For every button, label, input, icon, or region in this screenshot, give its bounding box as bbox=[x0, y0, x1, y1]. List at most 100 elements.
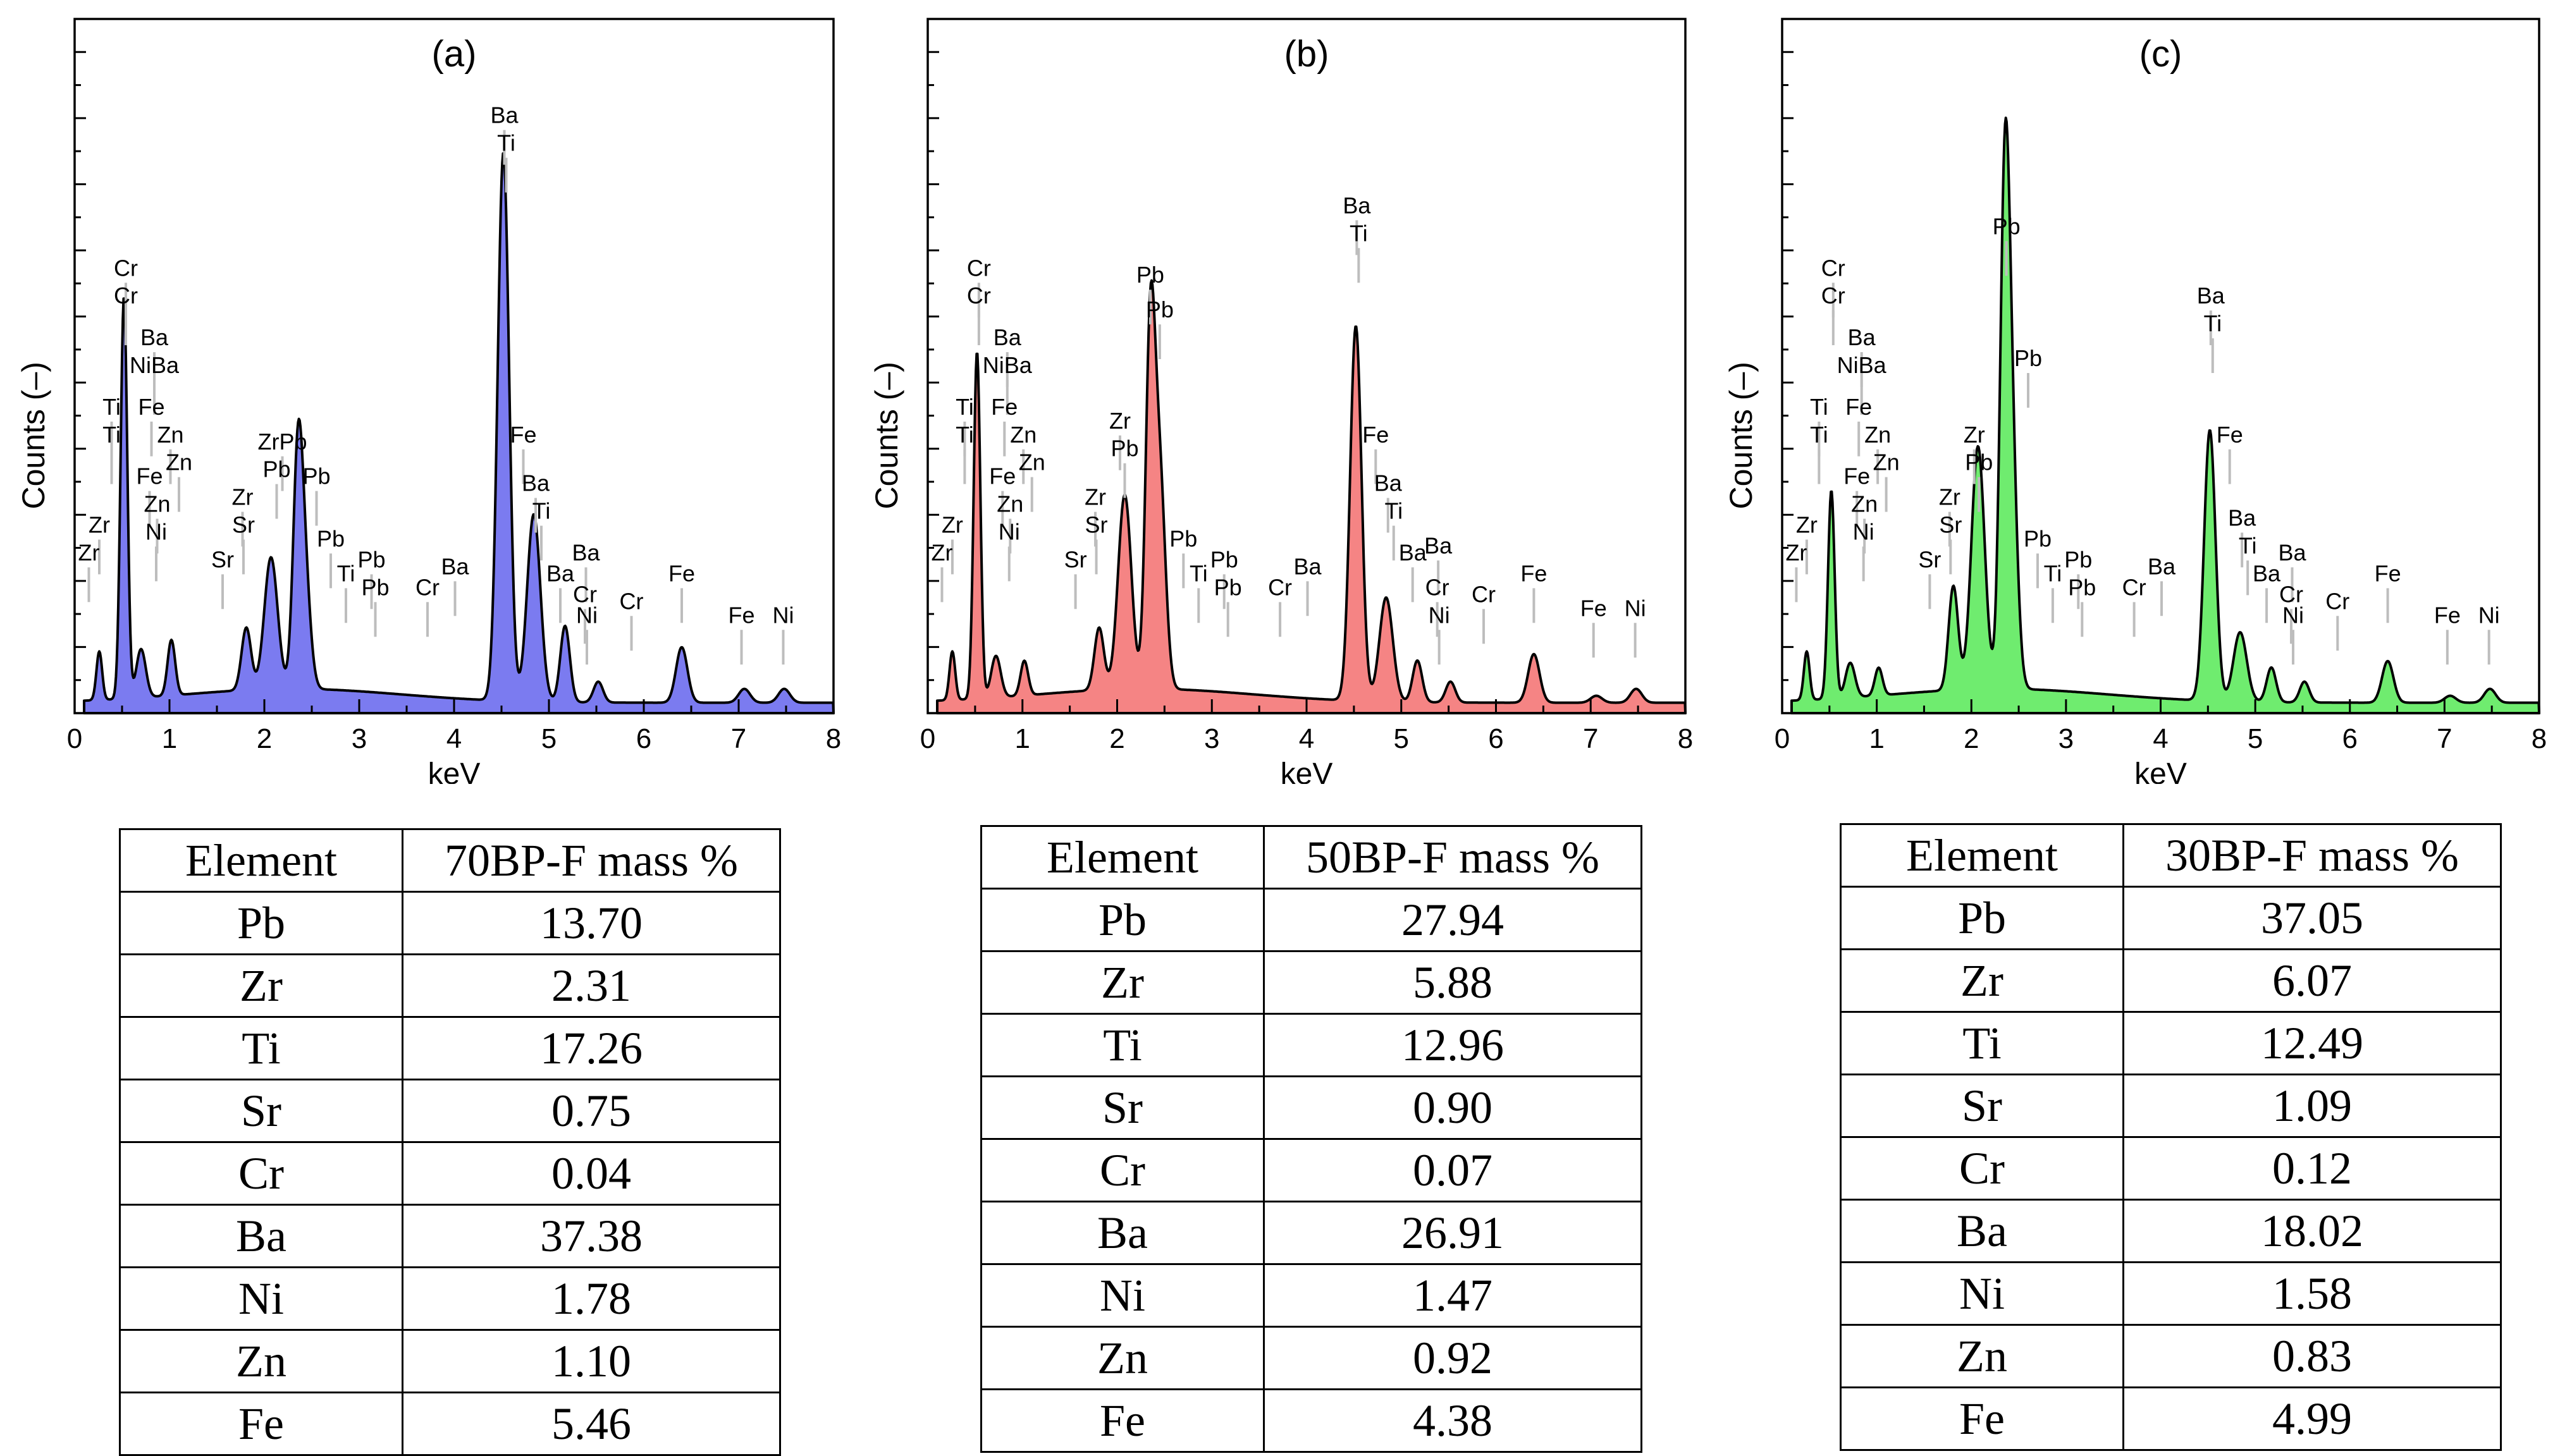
element-label: Ti bbox=[1350, 220, 1368, 246]
table-row: Pb 13.70 bbox=[119, 891, 781, 955]
header-mass: 70BP-F mass % bbox=[402, 828, 781, 893]
element-label: Cr bbox=[2122, 574, 2146, 600]
element-label: Zr bbox=[89, 512, 110, 538]
element-label: Zr bbox=[1109, 408, 1131, 434]
element-label: Cr bbox=[620, 588, 644, 614]
element-label: Sr bbox=[232, 512, 255, 538]
table-row: Ba 18.02 bbox=[1840, 1199, 2502, 1263]
element-cell: Ti bbox=[119, 1016, 403, 1080]
element-label: Zn bbox=[157, 422, 183, 448]
table-row: Fe 4.38 bbox=[980, 1388, 1642, 1453]
table-header-row: Element 70BP-F mass % bbox=[119, 828, 781, 893]
element-label: Fe bbox=[989, 463, 1016, 489]
mass-cell: 0.07 bbox=[1263, 1138, 1642, 1202]
element-cell: Ni bbox=[980, 1263, 1265, 1328]
element-label: Cr bbox=[114, 283, 138, 309]
y-axis-label: Counts (–) bbox=[16, 362, 51, 509]
table-row: Ni 1.47 bbox=[980, 1263, 1642, 1328]
mass-cell: 1.58 bbox=[2122, 1261, 2502, 1326]
x-tick-label: 7 bbox=[1583, 723, 1598, 754]
spectrum-curve bbox=[936, 279, 1687, 714]
element-label: Zr bbox=[1796, 512, 1818, 538]
element-label: Pb bbox=[302, 463, 330, 489]
element-cell: Ba bbox=[119, 1204, 403, 1268]
mass-cell: 0.83 bbox=[2122, 1324, 2502, 1388]
element-cell: Zn bbox=[119, 1329, 403, 1393]
element-label: Fe bbox=[668, 560, 695, 586]
element-label: Ba bbox=[2253, 560, 2281, 586]
x-tick-label: 2 bbox=[1964, 723, 1979, 754]
mass-cell: 13.70 bbox=[402, 891, 781, 955]
mass-cell: 0.75 bbox=[402, 1079, 781, 1143]
table-header-row: Element 50BP-F mass % bbox=[980, 825, 1642, 890]
element-label: Fe bbox=[2434, 602, 2461, 628]
element-cell: Ni bbox=[1840, 1261, 2124, 1326]
x-tick-label: 5 bbox=[2248, 723, 2263, 754]
element-label: Pb bbox=[2068, 574, 2096, 600]
element-label: Zr bbox=[931, 539, 952, 565]
x-tick-label: 1 bbox=[162, 723, 177, 754]
element-label: Pb bbox=[361, 574, 389, 600]
table-row: Zr 2.31 bbox=[119, 953, 781, 1018]
header-mass: 30BP-F mass % bbox=[2122, 823, 2502, 888]
element-cell: Ti bbox=[1840, 1011, 2124, 1075]
element-cell: Fe bbox=[1840, 1386, 2124, 1451]
element-label: Fe bbox=[2217, 422, 2243, 448]
element-label: Fe bbox=[991, 394, 1018, 420]
table-row: Ni 1.58 bbox=[1840, 1261, 2502, 1326]
element-label: Zr bbox=[78, 539, 100, 565]
element-label: Ni bbox=[1429, 602, 1450, 628]
element-label: Fe bbox=[510, 422, 536, 448]
table-row: Zn 0.83 bbox=[1840, 1324, 2502, 1388]
element-label: Fe bbox=[136, 463, 163, 489]
mass-cell: 4.38 bbox=[1263, 1388, 1642, 1453]
element-label: Ba bbox=[572, 539, 600, 565]
element-label: Zr bbox=[1785, 539, 1807, 565]
mass-cell: 37.38 bbox=[402, 1204, 781, 1268]
element-label: Zr bbox=[1085, 484, 1106, 510]
mass-cell: 18.02 bbox=[2122, 1199, 2502, 1263]
element-label: Ti bbox=[2203, 310, 2222, 336]
x-tick-label: 8 bbox=[2532, 723, 2547, 754]
element-label: Ni bbox=[145, 519, 167, 545]
x-tick-label: 0 bbox=[67, 723, 82, 754]
element-label: Ba bbox=[1374, 470, 1403, 496]
element-label: Cr bbox=[1425, 574, 1449, 600]
table-row: Zr 6.07 bbox=[1840, 948, 2502, 1013]
table-row: Pb 37.05 bbox=[1840, 886, 2502, 950]
x-tick-label: 5 bbox=[541, 723, 557, 754]
element-label: Ni bbox=[999, 519, 1020, 545]
element-label: Ti bbox=[2239, 532, 2257, 558]
element-cell: Ti bbox=[980, 1013, 1265, 1077]
table-row: Ti 17.26 bbox=[119, 1016, 781, 1080]
x-tick-label: 2 bbox=[1109, 723, 1124, 754]
x-tick-label: 2 bbox=[257, 723, 272, 754]
mass-cell: 0.04 bbox=[402, 1141, 781, 1206]
panel-label: (a) bbox=[432, 34, 477, 75]
panel-label: (b) bbox=[1284, 34, 1329, 75]
table-row: Zn 1.10 bbox=[119, 1329, 781, 1393]
element-label: Pb bbox=[1169, 525, 1197, 551]
element-label: Ba bbox=[1293, 553, 1322, 579]
mass-cell: 37.05 bbox=[2122, 886, 2502, 950]
x-tick-label: 4 bbox=[2153, 723, 2168, 754]
element-label: Cr bbox=[114, 255, 138, 281]
element-label: Ni bbox=[576, 602, 598, 628]
table-row: Ba 37.38 bbox=[119, 1204, 781, 1268]
mass-cell: 1.09 bbox=[2122, 1074, 2502, 1138]
x-tick-label: 3 bbox=[352, 723, 367, 754]
element-label: Ba bbox=[546, 560, 575, 586]
element-cell: Sr bbox=[1840, 1074, 2124, 1138]
element-label: Pb bbox=[1146, 297, 1174, 322]
table-row: Cr 0.12 bbox=[1840, 1136, 2502, 1201]
mass-cell: 1.10 bbox=[402, 1329, 781, 1393]
mass-cell: 27.94 bbox=[1263, 888, 1642, 952]
element-label: Ti bbox=[102, 394, 121, 420]
element-label: Pb bbox=[2024, 525, 2052, 551]
table-a: Element 70BP-F mass % Pb 13.70 Zr 2.31 Ti 1… bbox=[119, 828, 781, 1456]
x-tick-label: 8 bbox=[1678, 723, 1693, 754]
element-label: Ti bbox=[532, 498, 551, 524]
element-cell: Fe bbox=[119, 1392, 403, 1456]
table-row: Fe 4.99 bbox=[1840, 1386, 2502, 1451]
